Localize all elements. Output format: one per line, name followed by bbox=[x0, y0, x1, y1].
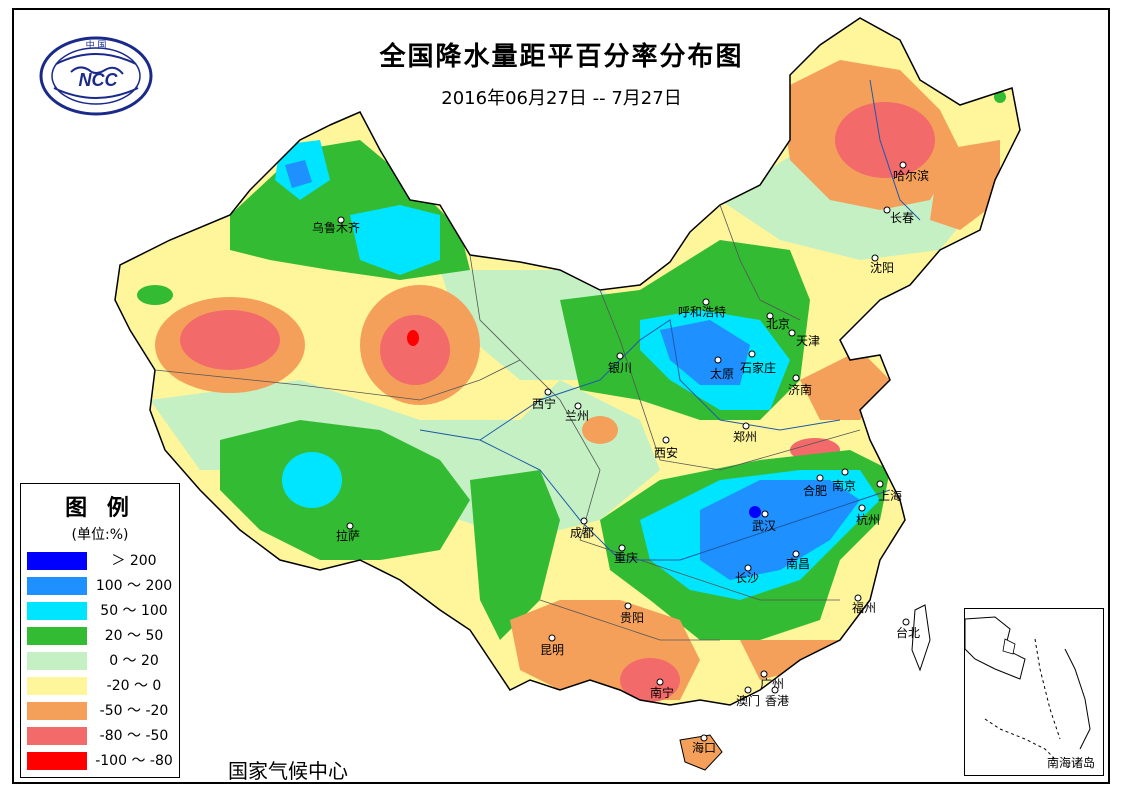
legend-label: 20 ～ 50 bbox=[104, 628, 164, 644]
city-tianjin: 天津 bbox=[796, 334, 820, 348]
city-lanzhou: 兰州 bbox=[565, 409, 589, 423]
city-zhengzhou: 郑州 bbox=[733, 429, 757, 444]
legend-label: 50 ～ 100 bbox=[100, 603, 168, 619]
city-changchun: 长春 bbox=[890, 211, 914, 225]
legend-label: -100 ～ -80 bbox=[95, 753, 173, 769]
city-labels: 乌鲁木齐 哈尔滨 长春 沈阳 呼和浩特 北京 天津 银川 太原 石家庄 济南 西… bbox=[312, 161, 929, 755]
city-hefei: 合肥 bbox=[803, 483, 827, 498]
city-shanghai: 上海 bbox=[878, 488, 902, 503]
city-haikou: 海口 bbox=[692, 740, 716, 755]
city-harbin: 哈尔滨 bbox=[893, 168, 929, 183]
logo-center-text: NCC bbox=[79, 70, 119, 90]
south-china-sea-inset: 南海诸岛 bbox=[964, 608, 1104, 776]
city-shenyang: 沈阳 bbox=[870, 260, 894, 275]
legend-label: 0 ～ 20 bbox=[109, 653, 159, 669]
city-hongkong: 香港 bbox=[765, 694, 789, 708]
legend-label: -20 ～ 0 bbox=[106, 678, 162, 694]
legend-row: -100 ～ -80 bbox=[27, 750, 177, 772]
legend-swatch bbox=[27, 577, 87, 595]
legend-swatch bbox=[27, 752, 87, 770]
city-macao: 澳门 bbox=[736, 693, 760, 708]
legend-row: 100 ～ 200 bbox=[27, 575, 177, 597]
legend-row: -50 ～ -20 bbox=[27, 700, 177, 722]
map-title: 全国降水量距平百分率分布图 bbox=[379, 42, 744, 72]
city-hangzhou: 杭州 bbox=[856, 512, 880, 527]
legend-swatch bbox=[27, 727, 87, 745]
city-guiyang: 贵阳 bbox=[620, 611, 644, 625]
city-taipei: 台北 bbox=[896, 625, 920, 640]
city-beijing: 北京 bbox=[766, 317, 790, 331]
taiwan bbox=[911, 604, 931, 672]
legend-swatch bbox=[27, 552, 87, 570]
legend-unit: (单位:%) bbox=[71, 527, 129, 543]
legend-label: -80 ～ -50 bbox=[99, 728, 169, 744]
legend-row: 0 ～ 20 bbox=[27, 650, 177, 672]
city-kunming: 昆明 bbox=[540, 643, 564, 657]
city-urumqi: 乌鲁木齐 bbox=[312, 220, 360, 235]
city-xian: 西安 bbox=[654, 445, 678, 460]
city-chengdu: 成都 bbox=[570, 526, 594, 540]
legend-row: 20 ～ 50 bbox=[27, 625, 177, 647]
city-chongqing: 重庆 bbox=[614, 551, 638, 565]
inset-label: 南海诸岛 bbox=[1046, 756, 1095, 770]
city-hohhot: 呼和浩特 bbox=[678, 304, 726, 319]
city-lhasa: 拉萨 bbox=[336, 528, 360, 543]
legend-row: 50 ～ 100 bbox=[27, 600, 177, 622]
city-nanning: 南宁 bbox=[650, 685, 674, 700]
logo-top-text: 中 国 bbox=[86, 39, 107, 51]
map-frame bbox=[12, 8, 1110, 784]
city-xining: 西宁 bbox=[532, 396, 556, 411]
legend-title: 图 例 bbox=[65, 496, 135, 521]
footer-credit: 国家气候中心 bbox=[228, 759, 348, 783]
legend-swatch bbox=[27, 652, 87, 670]
ncc-logo: NCC 中 国 bbox=[39, 36, 153, 116]
city-changsha: 长沙 bbox=[735, 571, 759, 585]
legend-swatch bbox=[27, 602, 87, 620]
legend-label: -50 ～ -20 bbox=[99, 703, 169, 719]
legend-row: -20 ～ 0 bbox=[27, 675, 177, 697]
city-jinan: 济南 bbox=[788, 382, 812, 397]
legend-row: -80 ～ -50 bbox=[27, 725, 177, 747]
legend-swatch bbox=[27, 627, 87, 645]
date-range: 2016年06月27日 -- 7月27日 bbox=[441, 88, 682, 109]
city-nanchang: 南昌 bbox=[786, 556, 810, 571]
legend-label: 100 ～ 200 bbox=[95, 578, 173, 594]
province-boundaries bbox=[154, 204, 861, 641]
legend-row: ＞ 200 bbox=[27, 550, 177, 572]
city-yinchuan: 银川 bbox=[608, 361, 632, 375]
legend-swatch bbox=[27, 702, 87, 720]
inset-map bbox=[964, 616, 1091, 760]
city-shijiazhuang: 石家庄 bbox=[740, 360, 776, 375]
legend: 图 例 (单位:%) ＞ 200 100 ～ 200 50 ～ 100 20 ～ 50… bbox=[20, 483, 180, 778]
city-nanjing: 南京 bbox=[832, 478, 856, 493]
city-guangzhou: 广州 bbox=[760, 677, 784, 691]
rivers bbox=[419, 79, 921, 561]
legend-swatch bbox=[27, 677, 87, 695]
city-fuzhou: 福州 bbox=[852, 600, 876, 615]
legend-label: ＞ 200 bbox=[111, 553, 157, 569]
city-wuhan: 武汉 bbox=[752, 519, 776, 533]
city-taiyuan: 太原 bbox=[710, 366, 734, 381]
